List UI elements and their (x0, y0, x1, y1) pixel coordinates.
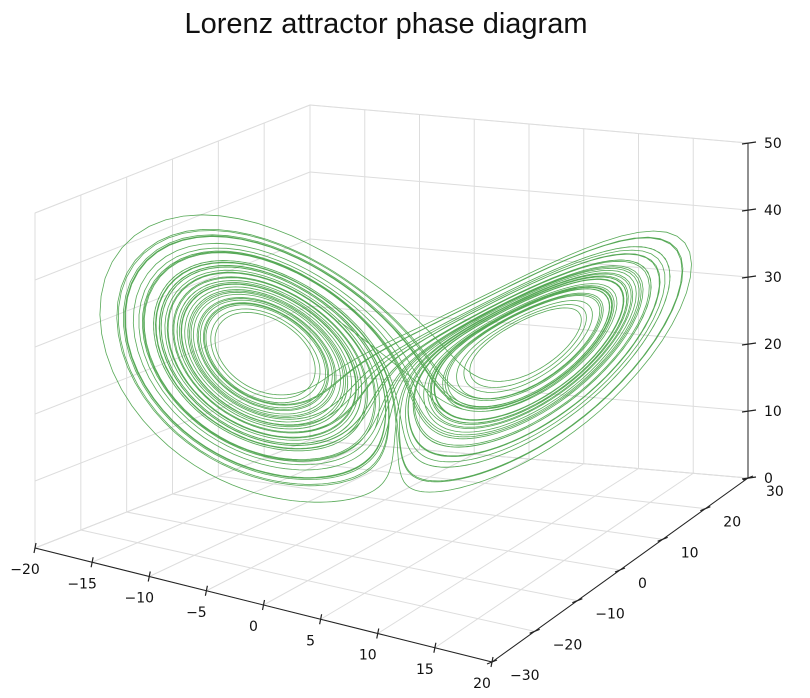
z-tick (741, 141, 757, 145)
x-tick (376, 628, 380, 639)
attractor-curve-layer (99, 214, 692, 503)
x-tick (261, 599, 266, 611)
y-tick (529, 628, 540, 634)
y-tick-label: 0 (638, 576, 647, 592)
x-tick-label: 5 (306, 633, 315, 649)
gridline-z (34, 171, 311, 281)
y-tick-label: 10 (681, 545, 699, 561)
x-tick-label: −15 (67, 576, 97, 592)
gridline-y (218, 475, 663, 540)
y-tick-label: −20 (553, 637, 583, 653)
y-tick (572, 598, 583, 604)
gridline-z (34, 439, 311, 549)
y-tick (700, 506, 711, 512)
x-tick-label: 10 (359, 648, 377, 664)
z-tick (741, 476, 757, 480)
z-tick (741, 342, 757, 346)
x-tick (33, 542, 37, 554)
z-tick-label: 30 (764, 270, 782, 286)
y-tick (657, 536, 668, 542)
x-tick (319, 614, 323, 625)
gridline-z (34, 104, 311, 214)
tick-marks (33, 141, 757, 668)
gridline-z (34, 372, 311, 482)
gridline-z (309, 305, 749, 345)
y-tick-label: −10 (595, 607, 625, 623)
z-tick (741, 409, 757, 413)
gridline-z (34, 305, 311, 415)
gridline-z (309, 238, 749, 278)
gridline-y (264, 457, 706, 510)
y-tick (614, 567, 626, 573)
z-tick-label: 0 (764, 471, 773, 487)
x-tick-label: −5 (186, 605, 207, 621)
x-tick-label: −20 (10, 562, 40, 578)
x-tick-label: 20 (473, 676, 491, 692)
x-tick (147, 571, 151, 582)
gridline-z (309, 104, 749, 144)
x-tick (90, 557, 94, 568)
gridline-z (309, 171, 749, 211)
x-tick (433, 642, 437, 653)
x-tick-label: 15 (416, 662, 434, 678)
chart-title: Lorenz attractor phase diagram (184, 8, 588, 40)
y-tick-label: 30 (766, 484, 784, 500)
x-tick-label: 0 (249, 619, 258, 635)
gridline-z (34, 238, 311, 348)
y-tick-label: 20 (723, 515, 741, 531)
z-tick-label: 40 (764, 203, 782, 219)
z-tick-label: 50 (764, 136, 782, 152)
gridline-y (80, 529, 535, 632)
x-tick-label: −10 (125, 591, 155, 607)
z-tick-label: 20 (764, 337, 782, 353)
y-tick (486, 659, 498, 665)
x-tick (204, 585, 208, 596)
lorenz-trajectory (99, 214, 692, 503)
gridline-z (309, 439, 749, 479)
z-tick (741, 208, 757, 212)
z-tick (741, 275, 757, 279)
y-tick-label: −30 (510, 668, 540, 684)
gridline-y (126, 511, 578, 602)
z-tick-label: 10 (764, 404, 782, 420)
gridline-y (172, 493, 621, 571)
